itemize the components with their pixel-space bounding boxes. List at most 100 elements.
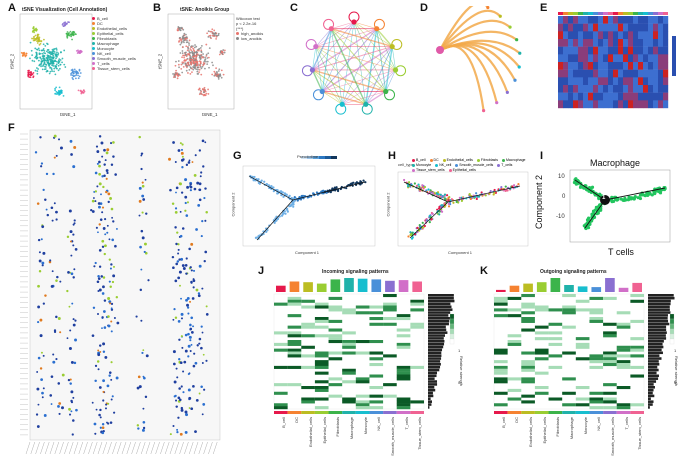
trajectory-cell	[283, 210, 286, 213]
heatmap-cell	[603, 331, 617, 335]
heatmap-cell	[616, 311, 631, 315]
dotplot-dot	[188, 407, 191, 409]
tsne-point	[191, 52, 194, 55]
tsne-point	[42, 57, 44, 60]
heatmap-cell	[630, 345, 644, 349]
x-tick-label	[35, 441, 40, 455]
heatmap-cell	[613, 31, 619, 40]
tsne-point	[54, 73, 57, 76]
heatmap-cell	[603, 296, 617, 300]
heatmap-cell	[494, 391, 508, 395]
heatmap-cell	[573, 54, 579, 63]
heatmap-cell	[521, 294, 535, 298]
heatmap-cell	[575, 386, 590, 390]
legend-label: DC	[433, 158, 439, 162]
trajectory-cell	[260, 179, 263, 182]
network-edge	[315, 46, 343, 105]
heatmap-cell	[558, 23, 564, 32]
dotplot-dot	[143, 242, 147, 246]
tsne-point	[51, 70, 54, 73]
tsne-point	[70, 74, 72, 76]
heatmap-cell	[575, 397, 590, 401]
legend-label: DC	[97, 21, 103, 26]
legend-label: B_cell	[97, 16, 108, 21]
tsne-point	[55, 63, 58, 66]
heatmap-cell	[521, 305, 535, 309]
dotplot-dot	[169, 188, 172, 192]
dotplot-dot	[50, 206, 54, 210]
heatmap-cell	[608, 46, 614, 55]
top-bar	[523, 283, 533, 292]
dotplot-dot	[95, 408, 98, 411]
tsne-point	[206, 32, 209, 35]
dotplot-dot	[171, 202, 175, 205]
trajectory-cell	[329, 191, 332, 194]
dotplot-dot	[111, 395, 114, 398]
dotplot-dot	[191, 297, 195, 300]
dotplot-dot	[72, 318, 75, 321]
dotplot-dot	[92, 197, 95, 199]
tsne-point	[196, 53, 199, 56]
heatmap-cell	[653, 23, 659, 32]
panel-a-legend-item: Monocyte	[92, 46, 136, 51]
dotplot-dot	[205, 305, 208, 308]
row-bar	[428, 319, 450, 323]
network-edge	[322, 91, 343, 105]
trajectory-cell	[593, 208, 597, 212]
tsne-point	[208, 34, 211, 37]
heatmap-cell	[568, 16, 574, 24]
heatmap-cell	[638, 23, 644, 32]
heatmap-cell	[583, 85, 589, 93]
panel-a-tsne-annotation: tSNE Visualization (Cell Annotation) tSN…	[9, 4, 150, 119]
dotplot-dot	[40, 162, 44, 165]
row-bar	[428, 365, 441, 369]
heatmap-cell	[558, 85, 564, 93]
tsne-point	[175, 60, 177, 63]
dotplot-dot	[110, 307, 113, 310]
dotplot-dot	[173, 395, 176, 398]
trajectory-cell	[438, 210, 441, 213]
tsne-point	[51, 56, 54, 59]
x-tick-label	[141, 441, 146, 455]
tsne-point	[71, 38, 73, 41]
colorbar-segment	[449, 318, 455, 325]
heatmap-cell	[287, 299, 302, 303]
trajectory-cell	[475, 197, 478, 201]
heatmap-cell	[633, 69, 639, 78]
trajectory-cell	[650, 193, 654, 197]
heatmap-cell	[663, 16, 669, 24]
target-node	[495, 101, 499, 105]
network-node	[363, 101, 369, 107]
legend-swatch	[92, 37, 95, 40]
heatmap-cell	[314, 302, 329, 306]
tsne-point	[62, 25, 65, 28]
trajectory-cell	[429, 189, 432, 192]
dotplot-dot	[74, 338, 78, 342]
heatmap-cell	[628, 54, 634, 63]
panel-i-node-label: 1	[602, 195, 606, 201]
tsne-point	[32, 27, 35, 30]
dotplot-dot	[180, 408, 184, 412]
panel-b-legend: Wilcoxon test p < 2.2e-16 (***) high_ano…	[236, 16, 263, 41]
heatmap-cell	[287, 314, 302, 318]
heatmap-cell	[568, 92, 574, 101]
tsne-point	[212, 32, 215, 35]
panel-g-frame	[242, 165, 376, 247]
heatmap-cell	[616, 345, 631, 349]
dotplot-dot	[98, 248, 102, 252]
heatmap-cell	[593, 39, 599, 47]
self-loop	[312, 89, 324, 101]
heatmap-cell	[578, 23, 584, 32]
heatmap-cell	[603, 69, 609, 78]
heatmap-cell	[369, 305, 384, 309]
dotplot-dot	[177, 320, 181, 323]
heatmap-cell	[507, 388, 522, 392]
tsne-point	[192, 66, 195, 68]
heatmap-cell	[618, 39, 624, 47]
dotplot-dot	[189, 266, 192, 269]
tsne-point	[213, 74, 216, 77]
dotplot-dot	[57, 404, 60, 408]
dotplot-dot	[53, 202, 56, 205]
tsne-point	[32, 39, 35, 42]
heatmap-cell	[628, 23, 634, 32]
